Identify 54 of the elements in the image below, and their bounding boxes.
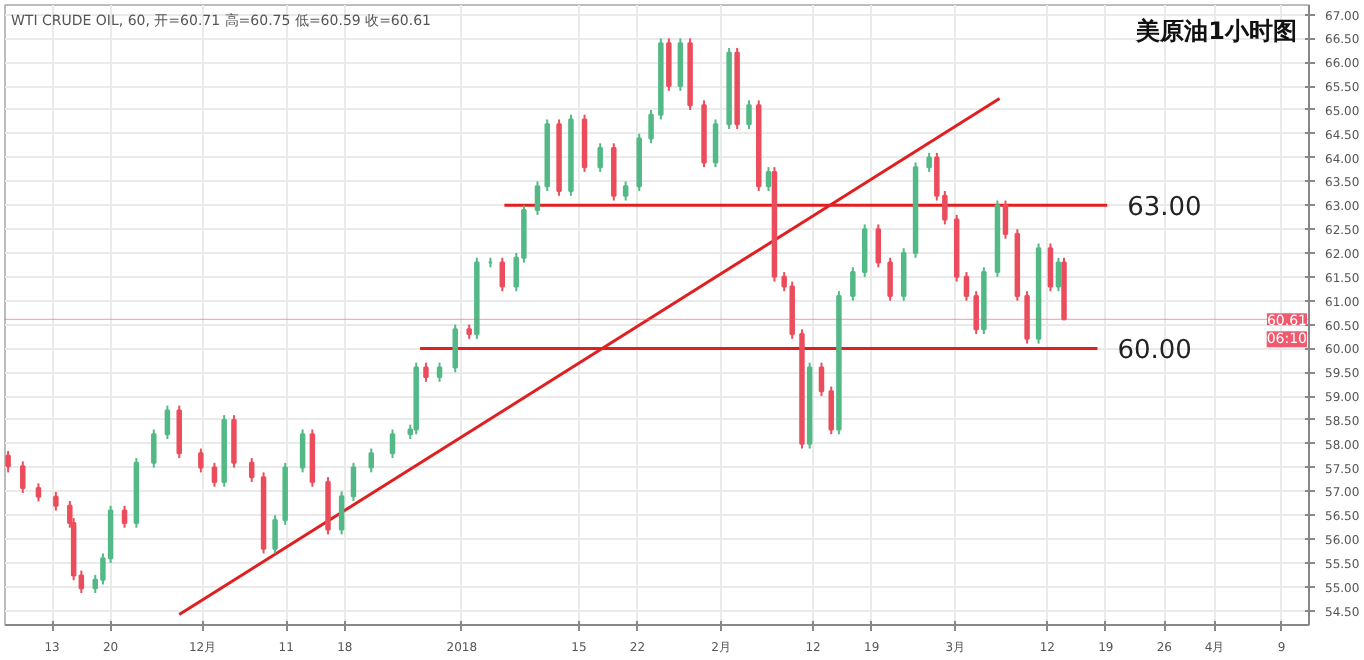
candlestick xyxy=(350,461,357,502)
candlestick xyxy=(452,323,458,374)
candlestick xyxy=(499,256,506,293)
candlestick xyxy=(746,99,752,130)
candlestick xyxy=(666,37,672,92)
candlestick xyxy=(20,460,26,494)
candlestick xyxy=(248,457,255,483)
text: 美原油1小时图 xyxy=(1134,17,1298,45)
candlestick xyxy=(765,166,772,192)
candlestick xyxy=(436,361,443,383)
candlestick xyxy=(338,490,345,536)
candlestick xyxy=(581,113,588,173)
candlestick xyxy=(861,223,868,278)
candlestick xyxy=(389,428,396,460)
candlestick xyxy=(850,266,856,302)
candlestick xyxy=(299,428,306,474)
candlestick xyxy=(176,404,182,460)
candlestick xyxy=(973,290,979,336)
candlestick xyxy=(636,132,642,192)
candlestick xyxy=(35,482,42,503)
candlestick xyxy=(926,151,932,173)
candlestick xyxy=(818,361,825,398)
candlestick xyxy=(53,490,59,512)
candlestick xyxy=(368,447,374,474)
candlestick xyxy=(887,256,893,302)
candlestick xyxy=(677,37,684,92)
candlestick xyxy=(900,247,907,302)
candlestick xyxy=(622,180,629,202)
candlestick xyxy=(309,428,316,488)
candlestick xyxy=(164,404,171,440)
candlestick xyxy=(828,385,834,436)
series-label: 60.00 xyxy=(1117,336,1192,367)
candlestick xyxy=(597,142,603,173)
series-label: 63.00 xyxy=(1127,193,1202,224)
candlestick xyxy=(151,428,157,469)
candlestick xyxy=(534,180,541,216)
candlestick xyxy=(712,118,719,169)
candlestick xyxy=(231,414,237,469)
candlestick xyxy=(5,449,11,474)
candlestick xyxy=(272,514,278,555)
candlestick xyxy=(198,447,204,474)
candlestick xyxy=(121,504,128,529)
candlestick xyxy=(1055,256,1062,293)
candlestick xyxy=(325,476,331,536)
candlestick xyxy=(648,108,654,145)
candlestick xyxy=(875,223,882,269)
candlestick xyxy=(1024,290,1030,345)
candlestick xyxy=(423,361,429,383)
candlestick xyxy=(1047,242,1054,293)
candlestick xyxy=(211,461,218,488)
candlestick xyxy=(789,280,795,340)
candlestick xyxy=(1002,199,1009,240)
candlestick xyxy=(963,271,970,302)
candlestick xyxy=(611,142,617,202)
